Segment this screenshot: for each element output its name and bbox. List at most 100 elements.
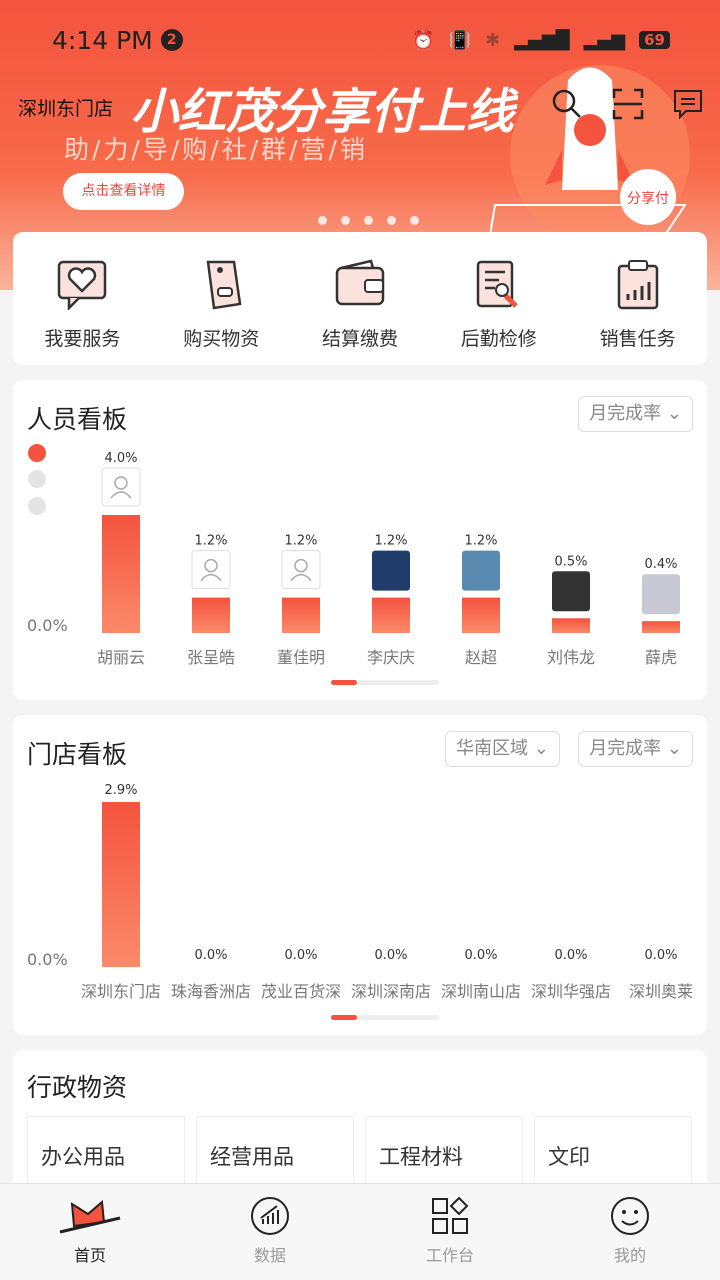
default-avatar-icon (281, 550, 321, 590)
battery-icon: 69 (639, 31, 670, 49)
value-label: 0.0% (554, 948, 587, 963)
value-label: 1.2% (284, 534, 317, 549)
search-icon[interactable] (551, 88, 583, 120)
service-heart-chat[interactable]: 我要服务 (13, 232, 152, 365)
value-label: 4.0% (104, 451, 137, 466)
service-wallet[interactable]: 结算缴费 (291, 232, 430, 365)
category-label: 茂业百货深 (261, 982, 341, 1001)
tag-icon (206, 260, 242, 310)
bottom-nav: 首页 数据 工作台 我的 (0, 1183, 720, 1280)
store-bar-chart: 0.0% 2.9% 深圳东门店 0.0% 珠海香洲店 0.0% 茂业百货深 0.0% 深圳深南店… (27, 783, 693, 1001)
avatar-photo (462, 550, 500, 591)
avatar-photo (642, 574, 680, 615)
user-icon (294, 558, 308, 573)
chart-scroll-indicator[interactable] (331, 1015, 439, 1020)
bar (102, 515, 140, 633)
smiley-icon (611, 1197, 649, 1235)
bar (282, 597, 320, 633)
value-label: 1.2% (464, 534, 497, 549)
value-label: 0.0% (644, 948, 677, 963)
category-label: 深圳深南店 (351, 982, 431, 1001)
category-label: 胡丽云 (97, 648, 145, 667)
banner-headline: 小红茂分享付上线 (130, 84, 515, 140)
bar (462, 597, 500, 633)
region-filter-select[interactable]: 华南区域 ⌄ (445, 731, 560, 767)
value-label: 0.4% (644, 557, 677, 572)
value-label: 0.0% (284, 948, 317, 963)
zero-axis-label: 0.0% (27, 616, 68, 635)
scan-icon[interactable] (612, 88, 644, 120)
nav-home[interactable]: 首页 (0, 1184, 180, 1280)
nav-workbench[interactable]: 工作台 (360, 1184, 540, 1280)
carousel-dot[interactable] (387, 216, 396, 225)
value-label: 1.2% (194, 534, 227, 549)
nav-data[interactable]: 数据 (180, 1184, 360, 1280)
bar (192, 597, 230, 633)
store-filter-select[interactable]: 月完成率 ⌄ (578, 731, 693, 767)
service-label: 销售任务 (599, 328, 676, 350)
home-hat-icon (59, 1199, 121, 1234)
store-selector[interactable]: 深圳东门店 (18, 98, 114, 120)
status-bar: 4:14 PM 2 ⏰ 📳 ✱ ▂▄▆█ ▂▄▆ 69 (52, 22, 670, 58)
carousel-dots[interactable] (318, 216, 419, 225)
user-icon (290, 573, 312, 582)
people-bar-chart: 0.0% 4.0% 胡丽云 1.2% 张呈皓 1.2% 董佳明 1.2% 李庆庆 1.2% 赵超 0.… (27, 451, 680, 667)
value-label: 0.0% (464, 948, 497, 963)
alarm-icon: ⏰ (412, 29, 435, 51)
bar (552, 618, 590, 633)
notification-badge: 2 (160, 29, 183, 51)
region-filter-value: 华南区域 (456, 738, 528, 759)
category-label: 李庆庆 (367, 648, 415, 667)
people-board-card: 人员看板 月完成率 ⌄ 0.0% 4.0% 胡丽云 1.2% 张呈皓 1.2% 董佳明 1.2… (13, 380, 707, 700)
value-label: 0.0% (374, 948, 407, 963)
carousel-dot[interactable] (364, 216, 373, 225)
view-details-button[interactable]: 点击查看详情 (63, 173, 184, 210)
people-board-title: 人员看板 (27, 405, 128, 434)
avatar-photo (552, 571, 590, 612)
chart-circle-icon (251, 1197, 289, 1235)
page-dot[interactable] (28, 470, 46, 488)
status-time: 4:14 PM (52, 25, 153, 55)
service-tag[interactable]: 购买物资 (152, 232, 291, 365)
carousel-dot[interactable] (318, 216, 327, 225)
chart-scroll-indicator[interactable] (331, 680, 439, 685)
zero-axis-label: 0.0% (27, 950, 68, 969)
nav-label: 工作台 (425, 1246, 474, 1265)
page-dot[interactable] (28, 497, 46, 515)
people-filter-select[interactable]: 月完成率 ⌄ (578, 396, 693, 432)
user-icon (204, 558, 218, 573)
message-icon[interactable] (672, 88, 704, 120)
bar (372, 597, 410, 633)
user-icon (114, 476, 128, 490)
category-label: 赵超 (465, 648, 497, 667)
category-label: 董佳明 (277, 648, 325, 667)
clipboard-chart-icon (617, 260, 658, 310)
service-document-wrench[interactable]: 后勤检修 (429, 232, 568, 365)
category-label: 深圳南山店 (441, 982, 521, 1001)
default-avatar-icon (101, 467, 141, 507)
heart-chat-icon (58, 260, 107, 310)
category-label: 深圳东门店 (81, 982, 161, 1001)
value-label: 1.2% (374, 534, 407, 549)
value-label: 0.0% (194, 948, 227, 963)
nav-mine[interactable]: 我的 (540, 1184, 720, 1280)
page-dot-active[interactable] (28, 444, 46, 462)
bar (102, 802, 140, 967)
user-icon (110, 491, 132, 499)
category-label: 深圳华强店 (531, 982, 611, 1001)
vibrate-icon: 📳 (448, 29, 472, 51)
category-label: 珠海香洲店 (171, 982, 251, 1001)
signal-icon-2: ▂▄▆ (583, 29, 626, 51)
user-icon (200, 573, 222, 582)
default-avatar-icon (191, 550, 231, 590)
nav-label: 首页 (73, 1246, 106, 1265)
grid-icon (432, 1196, 469, 1234)
nav-label: 数据 (253, 1246, 286, 1265)
category-label: 刘伟龙 (547, 648, 595, 667)
carousel-dot[interactable] (410, 216, 419, 225)
rocket-illustration: 分享付 (490, 65, 690, 240)
carousel-dot[interactable] (341, 216, 350, 225)
bluetooth-icon: ✱ (485, 29, 501, 51)
nav-label: 我的 (613, 1246, 646, 1265)
service-clipboard-chart[interactable]: 销售任务 (568, 232, 707, 365)
